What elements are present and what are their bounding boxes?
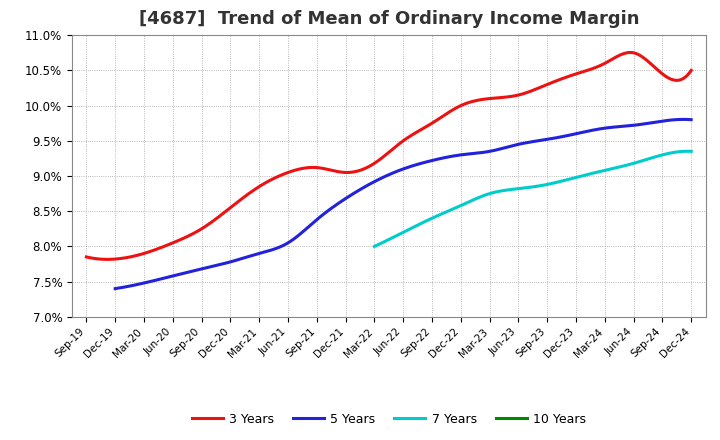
3 Years	[687, 68, 696, 73]
Line: 5 Years: 5 Years	[115, 119, 691, 289]
5 Years	[633, 122, 642, 128]
3 Years	[454, 104, 463, 109]
7 Years	[557, 178, 566, 183]
7 Years	[683, 149, 691, 154]
Line: 7 Years: 7 Years	[374, 151, 691, 246]
7 Years	[370, 244, 379, 249]
Legend: 3 Years, 5 Years, 7 Years, 10 Years: 3 Years, 5 Years, 7 Years, 10 Years	[186, 407, 591, 430]
5 Years	[113, 286, 122, 291]
3 Years	[594, 64, 603, 69]
5 Years	[464, 151, 472, 157]
7 Years	[637, 158, 646, 164]
3 Years	[84, 255, 93, 260]
3 Years	[442, 111, 451, 117]
3 Years	[82, 254, 91, 260]
7 Years	[371, 243, 379, 249]
5 Years	[111, 286, 120, 291]
5 Years	[452, 153, 461, 158]
7 Years	[559, 178, 567, 183]
5 Years	[454, 153, 462, 158]
Line: 3 Years: 3 Years	[86, 52, 691, 259]
3 Years	[634, 52, 643, 57]
Title: [4687]  Trend of Mean of Ordinary Income Margin: [4687] Trend of Mean of Ordinary Income …	[138, 10, 639, 28]
7 Years	[564, 177, 572, 182]
7 Years	[687, 149, 696, 154]
3 Years	[444, 110, 453, 115]
5 Years	[679, 117, 688, 122]
3 Years	[102, 257, 111, 262]
3 Years	[626, 50, 635, 55]
5 Years	[687, 117, 696, 122]
7 Years	[657, 153, 666, 158]
5 Years	[596, 126, 605, 132]
